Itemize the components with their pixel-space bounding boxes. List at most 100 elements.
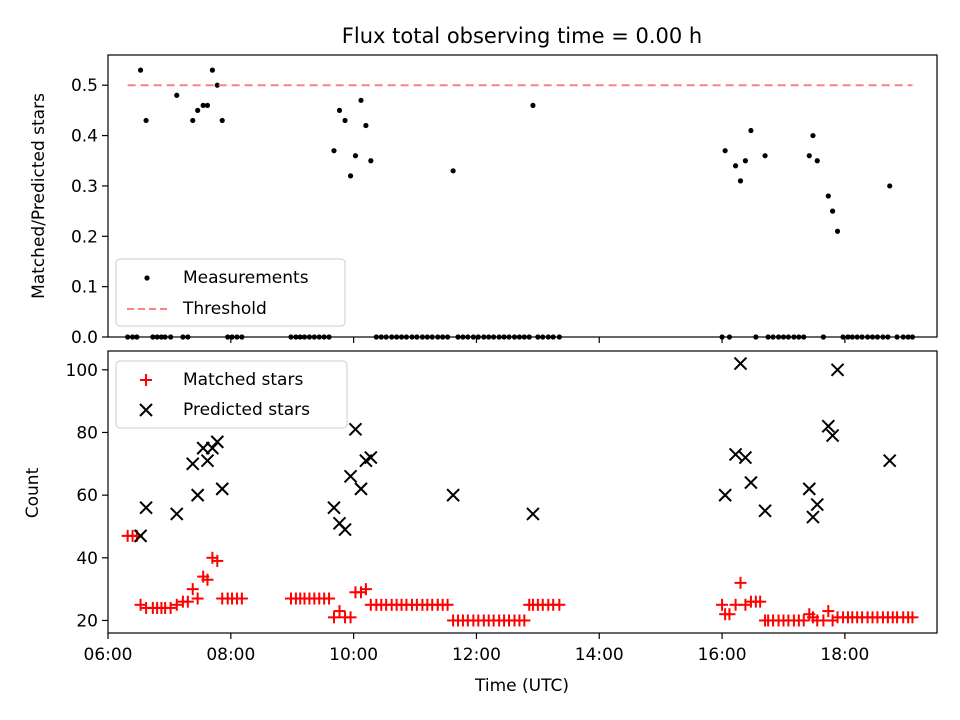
point-measurements (737, 178, 744, 184)
bottom-y-axis-ticks: 20 40 60 80 100 (66, 361, 108, 631)
point-predicted-stars (200, 453, 215, 468)
point-measurements (137, 67, 144, 73)
point-measurements (762, 153, 768, 159)
point-predicted-stars (526, 507, 540, 521)
point-predicted-stars (802, 482, 816, 496)
point-matched-stars (441, 598, 454, 611)
point-matched-stars (235, 592, 248, 605)
bottom-xtick-label: 16:00 (698, 645, 747, 665)
point-predicted-stars (718, 488, 732, 502)
x-axis-label: Time (UTC) (474, 676, 569, 696)
bottom-xtick-label: 12:00 (452, 645, 501, 665)
legend-label-measurements: Measurements (183, 268, 309, 288)
point-measurements (368, 158, 374, 164)
bottom-xtick-label: 08:00 (206, 645, 255, 665)
point-measurements (352, 153, 359, 159)
point-matched-stars (359, 583, 372, 596)
top-legend: Measurements Threshold (115, 258, 346, 327)
top-y-axis-label: Matched/Predicted stars (29, 93, 49, 299)
point-predicted-stars (744, 475, 758, 490)
point-matched-stars (797, 614, 810, 627)
bottom-ytick-label: 40 (76, 549, 98, 569)
point-predicted-stars (348, 422, 363, 437)
point-measurements (830, 208, 836, 214)
bottom-xtick-label: 10:00 (329, 645, 378, 665)
point-measurements (806, 153, 812, 159)
legend-label-matched-stars: Matched stars (183, 370, 303, 390)
point-predicted-stars (821, 419, 836, 433)
point-predicted-stars (733, 356, 748, 371)
point-measurements (887, 183, 893, 189)
bottom-xtick-label: 14:00 (575, 645, 624, 665)
point-predicted-stars (327, 500, 341, 515)
point-predicted-stars (830, 363, 845, 377)
point-matched-stars (822, 605, 835, 618)
point-predicted-stars (338, 522, 352, 537)
point-measurements (209, 67, 215, 73)
point-matched-stars (734, 576, 747, 589)
point-predicted-stars (190, 488, 205, 502)
point-matched-stars (186, 583, 199, 596)
top-panel: 0.0 0.1 0.2 0.3 0.4 0.5 Matched/Predicted sta… (29, 54, 938, 348)
point-matched-stars (344, 611, 357, 624)
top-x-axis-ticks (230, 337, 846, 343)
point-measurements (204, 102, 211, 108)
point-measurements (190, 117, 196, 124)
point-predicted-stars (343, 469, 358, 484)
point-matched-stars (164, 601, 177, 614)
point-measurements (342, 117, 348, 124)
point-predicted-stars (825, 428, 840, 443)
point-matched-stars (170, 598, 183, 611)
point-measurements (143, 117, 149, 124)
point-measurements (530, 102, 536, 108)
point-measurements (742, 158, 749, 164)
point-measurements (200, 102, 206, 108)
top-ytick-label: 0.1 (71, 278, 98, 298)
point-predicted-stars (806, 510, 820, 524)
point-measurements (336, 107, 343, 113)
point-measurements (347, 173, 354, 179)
bottom-ytick-label: 80 (76, 423, 98, 443)
point-measurements (722, 148, 728, 154)
point-predicted-stars (354, 482, 368, 496)
point-matched-stars (327, 611, 340, 624)
point-predicted-stars (883, 453, 897, 468)
point-predicted-stars (758, 504, 772, 518)
bottom-plot-area (121, 356, 919, 627)
bottom-xtick-label: 06:00 (84, 645, 133, 665)
point-measurements (814, 158, 820, 164)
point-matched-stars (716, 598, 729, 611)
point-matched-stars (211, 554, 224, 567)
point-matched-stars (201, 573, 214, 586)
top-y-axis-ticks: 0.0 0.1 0.2 0.3 0.4 0.5 (71, 76, 108, 348)
point-matched-stars (181, 595, 194, 608)
bottom-legend-box (115, 360, 348, 429)
bottom-xtick-label: 18:00 (820, 645, 869, 665)
point-predicted-stars (133, 529, 148, 543)
point-measurements (363, 122, 369, 129)
point-predicted-stars (738, 450, 753, 465)
point-measurements (732, 163, 739, 169)
bottom-x-axis-ticks: 06:00 08:00 10:00 12:00 14:00 16:00 18:00 (84, 633, 869, 665)
point-measurements (331, 148, 337, 154)
legend-label-threshold: Threshold (182, 299, 267, 319)
point-measurements (810, 132, 816, 139)
point-predicted-stars (210, 435, 225, 449)
point-measurements (195, 107, 201, 113)
point-matched-stars (754, 595, 767, 608)
top-ytick-label: 0.5 (71, 76, 98, 96)
bottom-axes-frame (107, 350, 938, 634)
point-measurements (214, 82, 220, 88)
point-matched-stars (553, 598, 566, 611)
top-ytick-label: 0.2 (71, 227, 98, 247)
point-predicted-stars (364, 450, 378, 465)
point-matched-stars (191, 592, 204, 605)
bottom-ytick-label: 60 (76, 486, 98, 506)
point-matched-stars (906, 611, 919, 624)
point-measurements (834, 228, 841, 234)
point-matched-stars (333, 605, 346, 618)
bottom-legend: Matched stars Predicted stars (115, 360, 348, 429)
point-predicted-stars (170, 507, 184, 521)
